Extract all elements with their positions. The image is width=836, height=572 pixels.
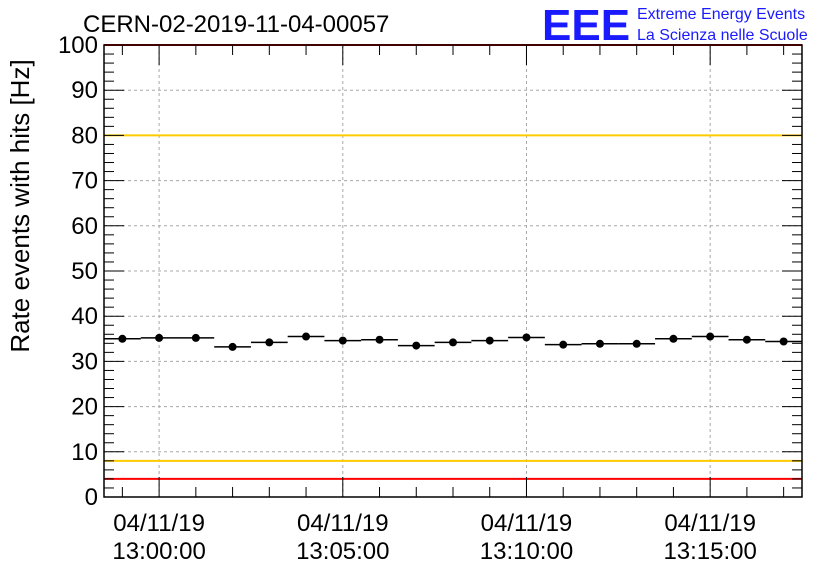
data-point xyxy=(779,337,788,346)
x-tick-label-time: 13:05:00 xyxy=(296,538,389,565)
y-tick-label: 0 xyxy=(85,484,98,511)
x-tick-label-date: 04/11/19 xyxy=(481,510,573,537)
logo-mark: EEE xyxy=(542,1,630,50)
plot-title: CERN-02-2019-11-04-00057 xyxy=(83,11,389,38)
data-point xyxy=(485,336,494,345)
data-point xyxy=(449,338,457,347)
y-tick-label: 10 xyxy=(71,439,98,466)
data-point xyxy=(595,339,604,348)
data-point xyxy=(669,334,678,343)
y-tick-labels: 0 10 20 30 40 50 60 70 80 90 100 xyxy=(58,32,98,511)
data-point xyxy=(412,341,421,350)
y-axis-label: Rate events with hits [Hz] xyxy=(5,59,35,352)
axis-ticks xyxy=(104,44,802,498)
data-point xyxy=(375,335,384,344)
reference-lines xyxy=(104,44,802,480)
data-points xyxy=(104,332,802,351)
y-tick-label: 80 xyxy=(71,122,98,149)
logo-line-2: La Scienza nelle Scuole xyxy=(637,27,808,44)
data-point xyxy=(706,332,715,341)
data-point xyxy=(228,342,237,351)
grid xyxy=(104,45,802,497)
x-tick-label-date: 04/11/19 xyxy=(113,510,205,537)
data-point xyxy=(742,335,751,344)
y-tick-label: 50 xyxy=(71,258,98,285)
x-tick-label-time: 13:15:00 xyxy=(663,538,756,565)
eee-logo: EEE Extreme Energy Events La Scienza nel… xyxy=(542,1,808,50)
data-point xyxy=(191,333,200,342)
y-tick-label: 70 xyxy=(71,168,98,195)
data-point xyxy=(632,339,641,348)
data-point xyxy=(118,334,127,343)
y-tick-label: 90 xyxy=(71,77,98,104)
y-tick-label: 60 xyxy=(71,213,98,240)
y-tick-label: 100 xyxy=(58,32,98,59)
x-tick-label-date: 04/11/19 xyxy=(664,510,756,537)
y-tick-label: 40 xyxy=(71,303,98,330)
data-point xyxy=(155,333,164,342)
data-point xyxy=(302,332,311,341)
data-point xyxy=(265,338,274,347)
data-point xyxy=(338,336,347,345)
logo-line-1: Extreme Energy Events xyxy=(637,6,805,23)
x-tick-label-time: 13:00:00 xyxy=(112,538,205,565)
data-point xyxy=(522,333,531,342)
y-tick-label: 20 xyxy=(71,394,98,421)
data-point xyxy=(559,340,568,349)
y-tick-label: 30 xyxy=(71,348,98,375)
x-tick-label-date: 04/11/19 xyxy=(297,510,389,537)
x-tick-label-time: 13:10:00 xyxy=(480,538,573,565)
x-tick-labels: 04/11/1913:00:0004/11/1913:05:0004/11/19… xyxy=(112,510,756,565)
